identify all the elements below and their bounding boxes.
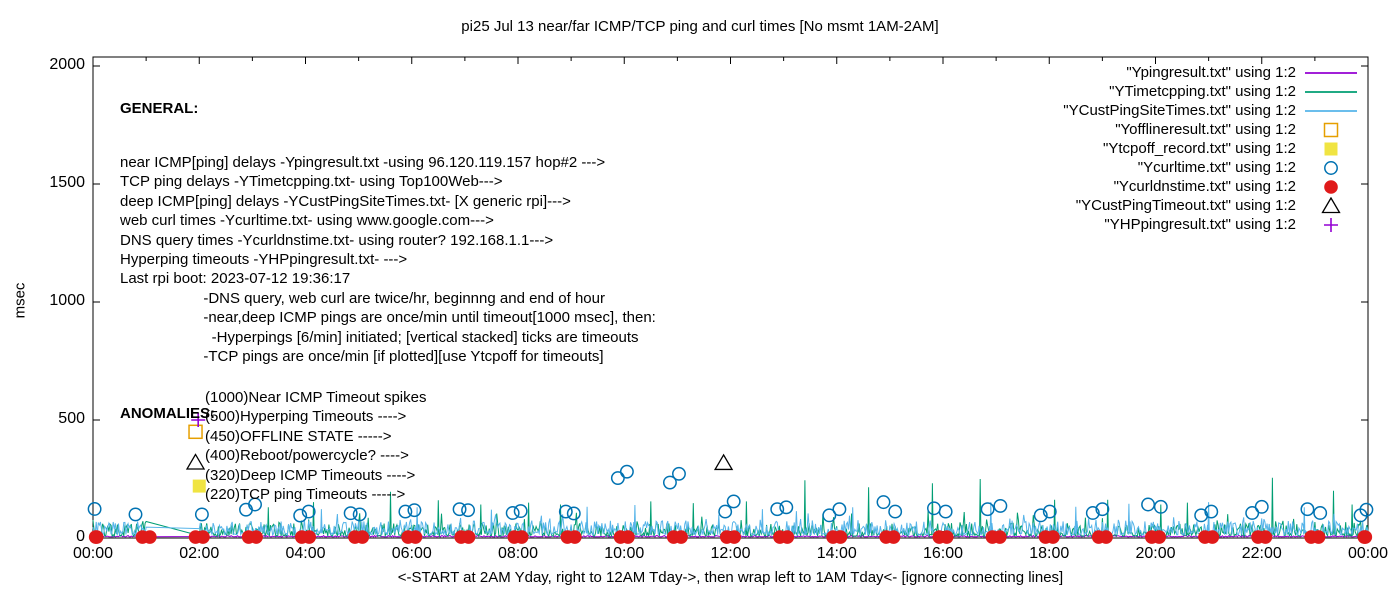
anomalies-heading-block: ANOMALIES: [120, 369, 215, 458]
legend-row: "Ypingresult.txt" using 1:2 [1000, 63, 1360, 82]
general-heading: GENERAL: [120, 100, 199, 117]
legend-label: "YCustPingSiteTimes.txt" using 1:2 [1063, 102, 1296, 119]
y-tick-label: 500 [58, 410, 85, 427]
x-tick-label: 10:00 [604, 545, 645, 562]
anomalies-list: (1000)Near ICMP Timeout spikes (500)Hyper… [205, 388, 426, 504]
legend-label: "YHPpingresult.txt" using 1:2 [1104, 216, 1296, 233]
x-tick-label: 04:00 [285, 545, 326, 562]
legend-key-open-triangle-icon [1321, 196, 1341, 213]
chart-title: pi25 Jul 13 near/far ICMP/TCP ping and c… [461, 18, 939, 35]
x-tick-label: 22:00 [1241, 545, 1282, 562]
legend-row: "YCustPingSiteTimes.txt" using 1:2 [1000, 101, 1360, 120]
anomaly-item: (320)Deep ICMP Timeouts ----> [205, 466, 416, 484]
x-tick-label: 12:00 [710, 545, 751, 562]
general-line: -near,deep ICMP pings are once/min until… [120, 309, 656, 327]
legend-label: "YCustPingTimeout.txt" using 1:2 [1075, 197, 1296, 214]
y-tick-label: 2000 [49, 56, 85, 73]
legend-key-open-circle-icon [1324, 160, 1338, 175]
series-points-5 [191, 413, 206, 427]
anomaly-item: (220)TCP ping Timeouts -----> [205, 485, 406, 503]
x-tick-label: 18:00 [1029, 545, 1070, 562]
x-axis-note: <-START at 2AM Yday, right to 12AM Tday-… [397, 569, 1064, 586]
legend-key-filled-circle-icon [1324, 179, 1338, 194]
general-line: deep ICMP[ping] delays -YCustPingSiteTim… [120, 192, 571, 210]
legend-key-line-icon [1305, 90, 1357, 93]
legend-row: "Ycurltime.txt" using 1:2 [1000, 158, 1360, 177]
legend-key-plus-icon [1324, 217, 1338, 232]
general-line: near ICMP[ping] delays -Ypingresult.txt … [120, 154, 606, 171]
legend-label: "Ypingresult.txt" using 1:2 [1126, 64, 1296, 81]
general-line: -TCP pings are once/min [if plotted][use… [120, 347, 604, 365]
legend-key-open-square-icon [1323, 122, 1339, 137]
x-tick-label: 02:00 [179, 545, 220, 562]
x-tick-label: 00:00 [1347, 545, 1389, 562]
general-line: -Hyperpings [6/min] initiated; [vertical… [120, 328, 639, 346]
y-tick-label: 1500 [49, 174, 85, 191]
legend-label: "Ycurltime.txt" using 1:2 [1137, 159, 1296, 176]
x-tick-label: 16:00 [922, 545, 964, 562]
legend-row: "YTimetcpping.txt" using 1:2 [1000, 82, 1360, 101]
general-lines: near ICMP[ping] delays -Ypingresult.txt … [120, 153, 656, 366]
anomalies-heading: ANOMALIES: [120, 405, 215, 422]
general-line: web curl times -Ycurltime.txt- using www… [120, 212, 494, 230]
legend-label: "Ytcpoff_record.txt" using 1:2 [1103, 140, 1296, 157]
y-tick-label: 1000 [49, 292, 85, 309]
legend-key-filled-square-icon [1324, 142, 1338, 155]
series-points-2 [87, 464, 1374, 523]
general-line: -DNS query, web curl are twice/hr, begin… [120, 289, 605, 307]
legend-row: "YHPpingresult.txt" using 1:2 [1000, 215, 1360, 234]
series-points-3 [88, 530, 1373, 544]
series-points-1 [192, 479, 206, 493]
general-block: GENERAL: near ICMP[ping] delays -Ypingre… [120, 64, 656, 400]
x-tick-label: 08:00 [497, 545, 539, 562]
x-tick-label: 20:00 [1135, 545, 1176, 562]
anomaly-item: (500)Hyperping Timeouts ----> [205, 408, 407, 426]
series-points-4 [185, 453, 734, 471]
legend-label: "Ycurldnstime.txt" using 1:2 [1113, 178, 1296, 195]
legend-key-line-icon [1305, 71, 1357, 74]
legend-key-line-icon [1305, 109, 1357, 112]
general-line: TCP ping delays -YTimetcpping.txt- using… [120, 173, 503, 191]
legend-row: "Yofflineresult.txt" using 1:2 [1000, 120, 1360, 139]
legend-row: "YCustPingTimeout.txt" using 1:2 [1000, 196, 1360, 215]
x-tick-label: 00:00 [72, 545, 114, 562]
series-points-0 [188, 424, 203, 440]
general-line: Last rpi boot: 2023-07-12 19:36:17 [120, 270, 351, 288]
anomaly-item: (1000)Near ICMP Timeout spikes [205, 389, 427, 406]
general-line: Hyperping timeouts -YHPpingresult.txt- -… [120, 250, 408, 268]
x-tick-label: 06:00 [391, 545, 432, 562]
chart-legend: "Ypingresult.txt" using 1:2 "YTimetcpping… [1000, 63, 1360, 234]
general-line: DNS query times -Ycurldnstime.txt- using… [120, 231, 554, 249]
legend-label: "YTimetcpping.txt" using 1:2 [1109, 83, 1296, 100]
series-line-2 [92, 502, 1369, 537]
legend-label: "Yofflineresult.txt" using 1:2 [1115, 121, 1296, 138]
anomaly-item: (450)OFFLINE STATE -----> [205, 427, 392, 445]
anomaly-item: (400)Reboot/powercycle? ----> [205, 447, 409, 465]
y-tick-label: 0 [76, 528, 85, 545]
legend-row: "Ytcpoff_record.txt" using 1:2 [1000, 139, 1360, 158]
x-tick-label: 14:00 [816, 545, 857, 562]
legend-row: "Ycurldnstime.txt" using 1:2 [1000, 177, 1360, 196]
